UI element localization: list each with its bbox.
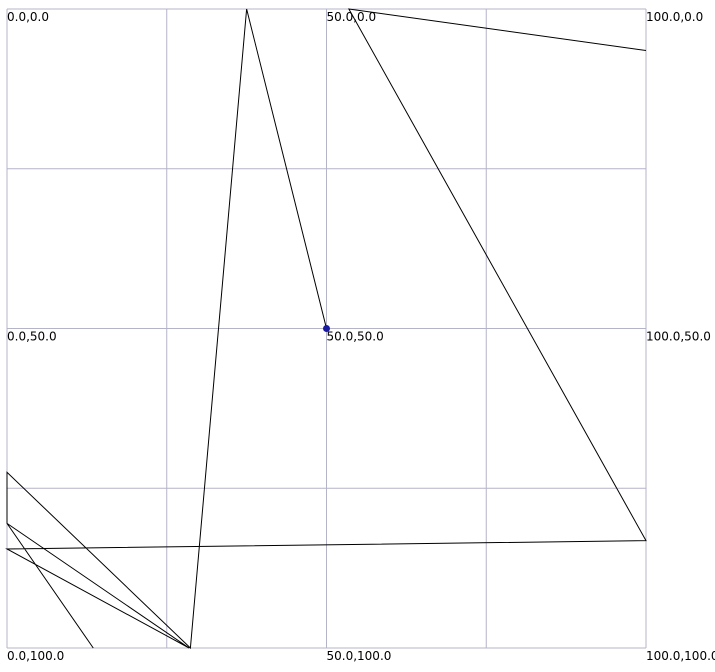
markers bbox=[323, 325, 330, 332]
coordinate-label: 50.0,50.0 bbox=[327, 330, 384, 344]
grid bbox=[6, 8, 647, 649]
current-position-marker bbox=[323, 325, 330, 332]
drawn-path bbox=[5, 8, 647, 650]
coordinate-label: 50.0,0.0 bbox=[327, 10, 377, 24]
coordinate-label: 0.0,0.0 bbox=[7, 10, 49, 24]
path-group bbox=[5, 8, 647, 650]
coordinate-label: 0.0,50.0 bbox=[7, 330, 57, 344]
coordinate-label: 0.0,100.0 bbox=[7, 649, 64, 663]
coordinate-label: 50.0,100.0 bbox=[327, 649, 392, 663]
coordinate-labels: 0.0,0.0 50.0,0.0 100.0,0.0 0.0,50.0 50.0,50.… bbox=[7, 10, 715, 663]
coordinate-label: 100.0,100.0 bbox=[646, 649, 715, 663]
coordinate-label: 100.0,0.0 bbox=[646, 10, 703, 24]
coordinate-label: 100.0,50.0 bbox=[646, 330, 711, 344]
